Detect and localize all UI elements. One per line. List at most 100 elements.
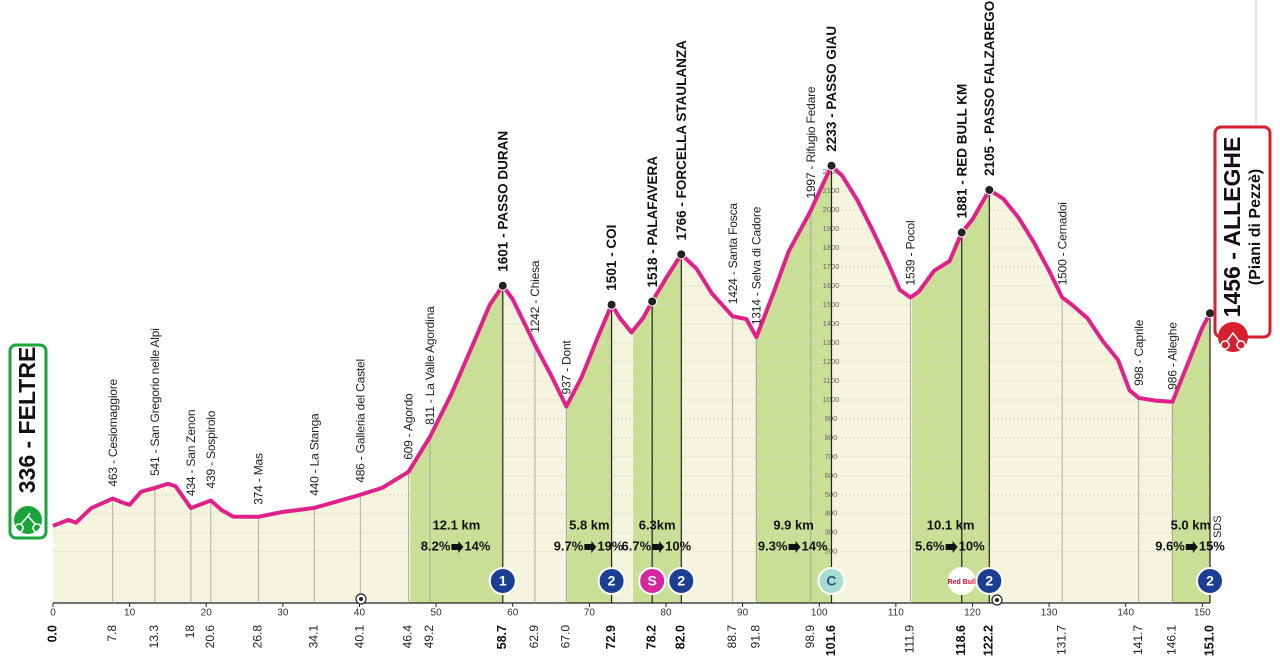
tunnel-icon bbox=[995, 598, 999, 602]
km-label: 18 bbox=[183, 625, 197, 639]
climb-arrow bbox=[788, 541, 801, 553]
km-label: 131.7 bbox=[1054, 625, 1068, 655]
km-label: 40.1 bbox=[352, 625, 366, 649]
climb-length: 5.8 km bbox=[569, 517, 609, 532]
climb-length: 10.1 km bbox=[927, 517, 975, 532]
x-tick-label: 110 bbox=[888, 608, 904, 619]
place-label: 1424 - Santa Fosca bbox=[726, 203, 740, 305]
x-tick-label: 150 bbox=[1194, 608, 1211, 619]
place-label: 1997 - Rifugio Fedare bbox=[804, 86, 818, 198]
climb-avg: 8.2% bbox=[421, 538, 451, 553]
start-icon bbox=[14, 506, 42, 534]
main-layer: 2003004005006007008009001000110012001300… bbox=[45, 1, 1225, 657]
place-label: 998 - Caprile bbox=[1132, 319, 1146, 386]
km-label: 151.0 bbox=[1202, 625, 1216, 656]
climb-arrow bbox=[652, 541, 665, 553]
x-tick-label: 30 bbox=[277, 608, 289, 619]
km-label: 88.7 bbox=[725, 625, 739, 649]
climb-marker-label: 2 bbox=[608, 573, 616, 589]
climb-marker bbox=[638, 567, 667, 595]
climb-marker-label: 2 bbox=[985, 573, 993, 589]
profile-line bbox=[52, 163, 1212, 528]
x-tick-label: 0 bbox=[50, 608, 56, 619]
finish-bike bbox=[1220, 331, 1246, 350]
climb-region bbox=[755, 165, 832, 603]
x-tick-label: 20 bbox=[201, 608, 213, 619]
x-tick-label: 90 bbox=[737, 608, 749, 619]
km-label: 67.0 bbox=[559, 625, 573, 649]
summit-dot bbox=[956, 227, 967, 238]
finish-label: 1456 - ALLEGHE bbox=[1219, 137, 1245, 318]
place-label: 439 - Sospirolo bbox=[204, 410, 218, 488]
km-label: 122.2 bbox=[982, 625, 996, 656]
climb-avg: 9.6% bbox=[1155, 538, 1185, 553]
climb-arrow bbox=[584, 541, 597, 553]
km-label: 118.6 bbox=[954, 625, 968, 656]
place-label: 486 - Galleria del Castel bbox=[353, 359, 367, 483]
climb-region bbox=[567, 165, 612, 603]
climb-marker bbox=[817, 567, 846, 595]
x-tick-label: 140 bbox=[1117, 608, 1134, 619]
km-label: 72.9 bbox=[604, 625, 618, 649]
place-label: 463 - Cesiomaggiore bbox=[106, 378, 120, 486]
place-label: 1242 - Chiesa bbox=[528, 260, 542, 333]
summit-dot bbox=[1205, 308, 1215, 319]
km-label: 101.6 bbox=[824, 625, 838, 656]
x-tick-label: 100 bbox=[811, 608, 828, 619]
km-label: 46.4 bbox=[401, 625, 415, 649]
climb-length: 9.9 km bbox=[773, 517, 813, 532]
place-label: 609 - Agordo bbox=[402, 393, 416, 460]
climb-avg: 9.3% bbox=[758, 538, 788, 553]
climb-marker bbox=[947, 567, 976, 595]
summit-dot bbox=[676, 249, 687, 260]
climb-marker bbox=[488, 567, 517, 595]
start-box bbox=[8, 343, 48, 540]
climb-marker bbox=[667, 567, 696, 595]
climb-avg: 5.6% bbox=[915, 538, 945, 553]
climb-region bbox=[911, 165, 990, 603]
summit-dot bbox=[647, 296, 658, 307]
km-label: 91.8 bbox=[749, 625, 763, 649]
climb-arrow bbox=[945, 541, 958, 553]
place-label: 811 - La Valle Agordina bbox=[423, 306, 437, 425]
summit-label: 1518 - PALAFAVERA bbox=[645, 156, 660, 288]
climb-marker-label: 1 bbox=[499, 573, 507, 589]
km-label: 111.9 bbox=[903, 625, 917, 654]
x-tick-label: 120 bbox=[964, 608, 981, 619]
area-layer bbox=[53, 165, 1210, 603]
km-label: 7.8 bbox=[105, 625, 119, 642]
place-label: 1539 - Pocol bbox=[904, 221, 918, 286]
summit-label: 2233 - PASSO GIAU bbox=[824, 26, 839, 152]
climb-avg: 6.7% bbox=[622, 538, 652, 553]
km-label: 82.0 bbox=[674, 625, 688, 649]
summit-label: 1601 - PASSO DURAN bbox=[495, 131, 510, 272]
km-label: 98.9 bbox=[803, 625, 817, 649]
place-label: 986 - Alleghe bbox=[1166, 322, 1180, 390]
climb-marker bbox=[1196, 567, 1224, 595]
km-label: 0.0 bbox=[45, 625, 59, 642]
summit-label: 1501 - COI bbox=[604, 225, 619, 291]
climb-length: 6.3km bbox=[639, 517, 676, 532]
summit-dot bbox=[826, 160, 837, 171]
start-bike bbox=[14, 512, 42, 533]
climb-max: 10% bbox=[959, 538, 985, 553]
climb-max: 14% bbox=[464, 538, 490, 553]
km-label: 20.6 bbox=[203, 625, 217, 649]
profile-area bbox=[53, 165, 1210, 603]
km-label: 49.2 bbox=[422, 625, 436, 649]
summit-label: 1881 - RED BULL KM bbox=[954, 84, 969, 219]
km-label: 58.7 bbox=[495, 625, 509, 649]
summit-label: 2105 - PASSO FALZAREGO bbox=[982, 1, 997, 176]
summit-dot bbox=[497, 280, 508, 291]
summit-dot bbox=[984, 185, 995, 196]
climb-max: 14% bbox=[802, 538, 828, 553]
km-label: 146.1 bbox=[1165, 625, 1179, 655]
climb-marker bbox=[597, 567, 626, 595]
climb-region bbox=[1171, 165, 1210, 603]
x-tick-label: 60 bbox=[507, 608, 519, 619]
climb-avg: 9.7% bbox=[554, 538, 584, 553]
finish-icon bbox=[1218, 322, 1248, 352]
place-label: 541 - San Gregorio nelle Alpi bbox=[148, 328, 162, 476]
x-tick-label: 130 bbox=[1041, 608, 1058, 619]
